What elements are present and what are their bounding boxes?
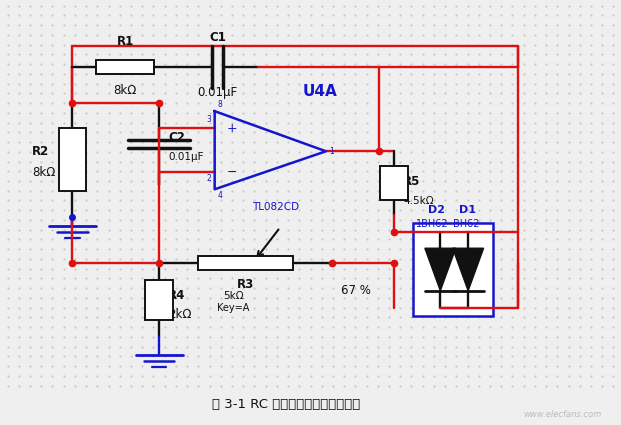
Text: 1BH62: 1BH62: [415, 219, 448, 230]
Text: R5: R5: [403, 176, 420, 188]
Text: −: −: [227, 166, 238, 179]
Text: BH62: BH62: [453, 219, 479, 230]
Text: 5kΩ: 5kΩ: [223, 291, 243, 300]
Bar: [380, 165, 408, 200]
Text: TL082CD: TL082CD: [252, 202, 299, 212]
Text: R3: R3: [237, 278, 254, 291]
Text: 67 %: 67 %: [342, 284, 371, 297]
Text: D1: D1: [459, 204, 476, 215]
Polygon shape: [425, 248, 456, 291]
Text: C2: C2: [168, 131, 185, 144]
Text: 1: 1: [329, 147, 334, 156]
Text: 3: 3: [207, 115, 212, 124]
Text: 2: 2: [207, 175, 212, 184]
Bar: [145, 280, 173, 320]
Bar: [412, 223, 493, 316]
Bar: [58, 128, 86, 191]
Text: 0.01μF: 0.01μF: [168, 152, 204, 162]
Bar: [198, 256, 293, 270]
Text: 图 3-1 RC 文氏桥式振荡电路原理图: 图 3-1 RC 文氏桥式振荡电路原理图: [212, 398, 360, 411]
Text: R4: R4: [168, 289, 186, 303]
Text: R1: R1: [116, 35, 134, 48]
Text: 0.01μF: 0.01μF: [197, 86, 238, 99]
Text: 8: 8: [218, 100, 222, 109]
Text: +: +: [227, 122, 238, 135]
Text: 4: 4: [218, 191, 223, 201]
Text: D2: D2: [428, 204, 445, 215]
Text: 8kΩ: 8kΩ: [32, 166, 56, 179]
Text: www.elecfans.com: www.elecfans.com: [523, 411, 601, 419]
Text: 4.5kΩ: 4.5kΩ: [403, 196, 434, 206]
Text: U4A: U4A: [302, 83, 337, 99]
Text: C1: C1: [209, 31, 226, 44]
Bar: [96, 60, 154, 74]
Text: 2kΩ: 2kΩ: [168, 309, 192, 321]
Text: Key=A: Key=A: [217, 303, 250, 313]
Text: 8kΩ: 8kΩ: [114, 84, 137, 97]
Text: R2: R2: [32, 145, 50, 158]
Polygon shape: [453, 248, 484, 291]
